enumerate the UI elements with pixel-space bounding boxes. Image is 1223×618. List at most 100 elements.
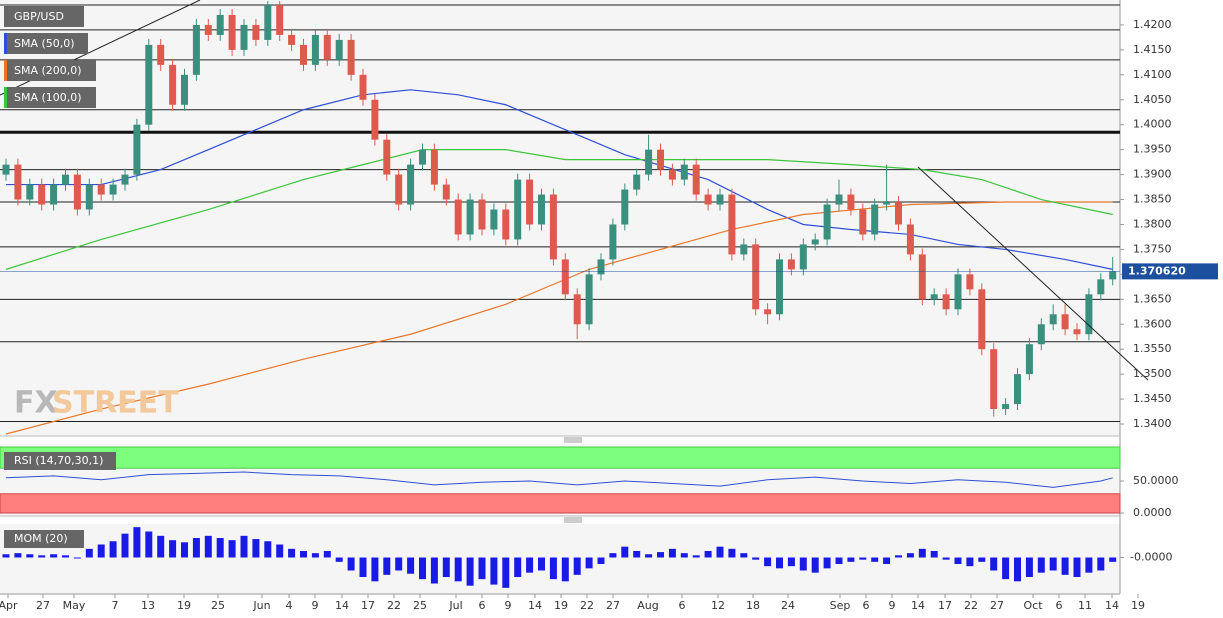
mom-bar xyxy=(990,557,998,571)
candle-body xyxy=(181,74,188,105)
pane-grip xyxy=(564,437,582,523)
mom-bar xyxy=(692,555,700,558)
x-tick-label: 18 xyxy=(746,599,760,612)
mom-bar xyxy=(514,557,522,577)
x-tick-label: Jul xyxy=(448,599,462,612)
mom-bar xyxy=(73,557,81,559)
mom-bar xyxy=(597,557,605,564)
mom-bar xyxy=(359,557,367,577)
candle-body xyxy=(609,224,617,260)
legend-swatch xyxy=(4,87,7,108)
y-tick-label: 1.3800 xyxy=(1133,217,1172,230)
mom-bar xyxy=(1073,557,1081,577)
mom-bar xyxy=(704,551,712,558)
candle-body xyxy=(466,199,474,235)
x-tick-label: 6 xyxy=(863,599,870,612)
y-tick-label: 1.3950 xyxy=(1133,143,1172,156)
candle-body xyxy=(740,244,748,255)
mom-bar xyxy=(978,557,986,562)
legend-swatch xyxy=(4,60,7,81)
candle-body xyxy=(1109,271,1117,280)
candle-body xyxy=(38,184,46,205)
mom-bar xyxy=(97,544,105,558)
x-tick-label: 27 xyxy=(36,599,50,612)
x-tick-label: 13 xyxy=(141,599,155,612)
x-tick-label: 14 xyxy=(1105,599,1119,612)
mom-bar xyxy=(204,535,212,558)
candle-body xyxy=(145,44,153,125)
mom-bar xyxy=(728,548,736,558)
mom-bar xyxy=(859,557,867,560)
legend-box xyxy=(4,6,84,27)
mom-bar xyxy=(621,546,629,558)
x-tick-label: 27 xyxy=(606,599,620,612)
candle-body xyxy=(561,259,569,295)
candle-body xyxy=(192,24,200,75)
candle-body xyxy=(26,184,34,200)
candle-body xyxy=(621,189,629,225)
candle-body xyxy=(549,194,557,260)
x-tick-label: 25 xyxy=(413,599,427,612)
mom-bar xyxy=(883,557,891,564)
x-tick-label: 22 xyxy=(580,599,594,612)
candle-body xyxy=(514,179,522,240)
candle-body xyxy=(252,24,260,40)
mom-bar xyxy=(538,557,545,571)
mom-bar xyxy=(799,557,807,571)
x-tick-label: 11 xyxy=(1078,599,1092,612)
mom-bar xyxy=(169,540,177,558)
legend-label: SMA (200,0) xyxy=(14,64,82,77)
mom-bar xyxy=(133,527,141,558)
legend-label: SMA (50,0) xyxy=(14,37,75,50)
mom-bar xyxy=(502,557,510,588)
candle-body xyxy=(668,169,676,180)
candle-body xyxy=(883,202,891,205)
candle-body xyxy=(811,239,819,245)
mom-bar xyxy=(181,542,188,558)
mom-bar xyxy=(311,553,319,558)
y-tick-label: 1.4050 xyxy=(1133,93,1172,106)
mom-bar xyxy=(918,548,926,558)
mom-bar xyxy=(787,557,795,567)
x-tick-label: Oct xyxy=(1023,599,1043,612)
y-tick-label: 1.3450 xyxy=(1133,392,1172,405)
candle-body xyxy=(240,24,248,50)
legend-label: SMA (100,0) xyxy=(14,91,82,104)
candle-body xyxy=(2,164,10,175)
mom-bar xyxy=(668,548,676,558)
candle-body xyxy=(1037,324,1045,345)
candle-body xyxy=(62,174,69,185)
candle-body xyxy=(526,179,534,225)
x-tick-label: 4 xyxy=(286,599,293,612)
candle-body xyxy=(204,24,212,35)
mom-bar xyxy=(26,554,34,558)
candle-body xyxy=(311,34,319,65)
candle-body xyxy=(1002,404,1010,410)
candle-body xyxy=(157,44,165,65)
candle-body xyxy=(918,254,926,300)
candle-body xyxy=(454,199,462,235)
mom-bar xyxy=(1037,557,1045,573)
sma-line xyxy=(6,89,1113,270)
candle-body xyxy=(300,44,307,65)
mom-bar xyxy=(526,557,534,573)
candle-body xyxy=(633,174,641,190)
mom-bar xyxy=(895,555,902,558)
y-tick-label: 1.4000 xyxy=(1133,118,1172,131)
mom-bar xyxy=(764,557,772,567)
rsi-overbought-band xyxy=(0,446,1121,469)
last-price-box xyxy=(1122,263,1218,280)
mom-bar xyxy=(14,553,22,558)
last-price-label: 1.370620 xyxy=(1128,264,1186,277)
mom-bar xyxy=(288,548,296,558)
mom-bar xyxy=(680,553,688,558)
candle-body xyxy=(597,259,605,275)
mom-bar xyxy=(300,551,307,558)
candle-body xyxy=(573,294,581,325)
mom-bar xyxy=(395,557,403,571)
y-tick-label: 1.3400 xyxy=(1133,417,1172,430)
x-tick-label: Jun xyxy=(252,599,270,612)
candle-body xyxy=(942,294,950,310)
x-tick-label: 19 xyxy=(1131,599,1145,612)
mom-bar xyxy=(50,554,58,558)
